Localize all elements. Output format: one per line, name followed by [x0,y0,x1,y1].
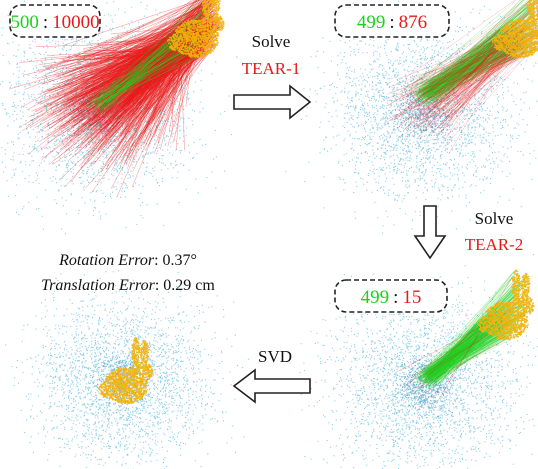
counts-text: 499:876 [357,12,427,33]
correspondence-count: 10000 [52,12,100,33]
panel-initial-counts: 500:10000 [9,4,101,38]
scene-point-cloud-result [5,270,250,469]
step-verb-label: Solve [252,32,291,51]
left-arrow-icon [232,368,311,404]
counts-separator: : [389,12,394,33]
correspondence-count: 876 [399,12,428,33]
translation-error-value: : 0.29 cm [155,277,216,294]
scene-point-cloud-tear1-core [393,77,462,145]
step-svd: SVD [232,347,311,404]
rotation-error-label: Rotation Error [58,252,155,269]
inlier-correspondences-initial [84,0,222,115]
panel-tear2-counts: 499:15 [334,279,448,313]
registration-errors: Rotation Error: 0.37° Translation Error:… [41,252,215,294]
inlier-count: 499 [357,12,386,33]
counts-pill [334,279,448,313]
bunny-model-tear2 [476,269,535,340]
counts-pill [9,4,101,38]
rotation-error: Rotation Error: 0.37° [58,252,197,269]
step-tear1: Solve TEAR-1 [233,32,312,120]
counts-text: 500:10000 [10,12,99,33]
step-method-label: TEAR-1 [242,59,301,78]
bunny-model-initial [167,0,225,58]
step-tear2: Solve TEAR-2 [413,205,524,260]
panel-tear1-counts: 499:876 [334,4,450,38]
correspondence-lines-layer [9,0,538,404]
translation-error-label: Translation Error [41,277,155,294]
inlier-correspondences-tear1 [403,0,538,107]
counts-separator: : [393,287,398,308]
inlier-count: 500 [10,12,39,33]
scene-point-cloud-tear2-core [392,353,462,417]
bunny-model-tear1 [491,0,538,58]
counts-separator: : [43,12,48,33]
step-method-label: TEAR-2 [465,235,524,254]
down-arrow-icon [413,205,447,260]
translation-error: Translation Error: 0.29 cm [41,277,215,294]
correspondence-count: 15 [402,287,421,308]
counts-text: 499:15 [361,287,422,308]
outlier-correspondences-tear2 [396,277,522,404]
outlier-correspondences-tear1 [383,0,538,155]
bunnies-layer [98,0,538,404]
rotation-error-value: : 0.37° [154,252,197,269]
inlier-count: 499 [361,287,390,308]
step-verb-label: Solve [475,209,514,228]
counts-pill [334,4,450,38]
right-arrow-icon [233,84,312,120]
step-method-label: SVD [258,347,292,366]
bunny-model-aligned [98,337,154,404]
